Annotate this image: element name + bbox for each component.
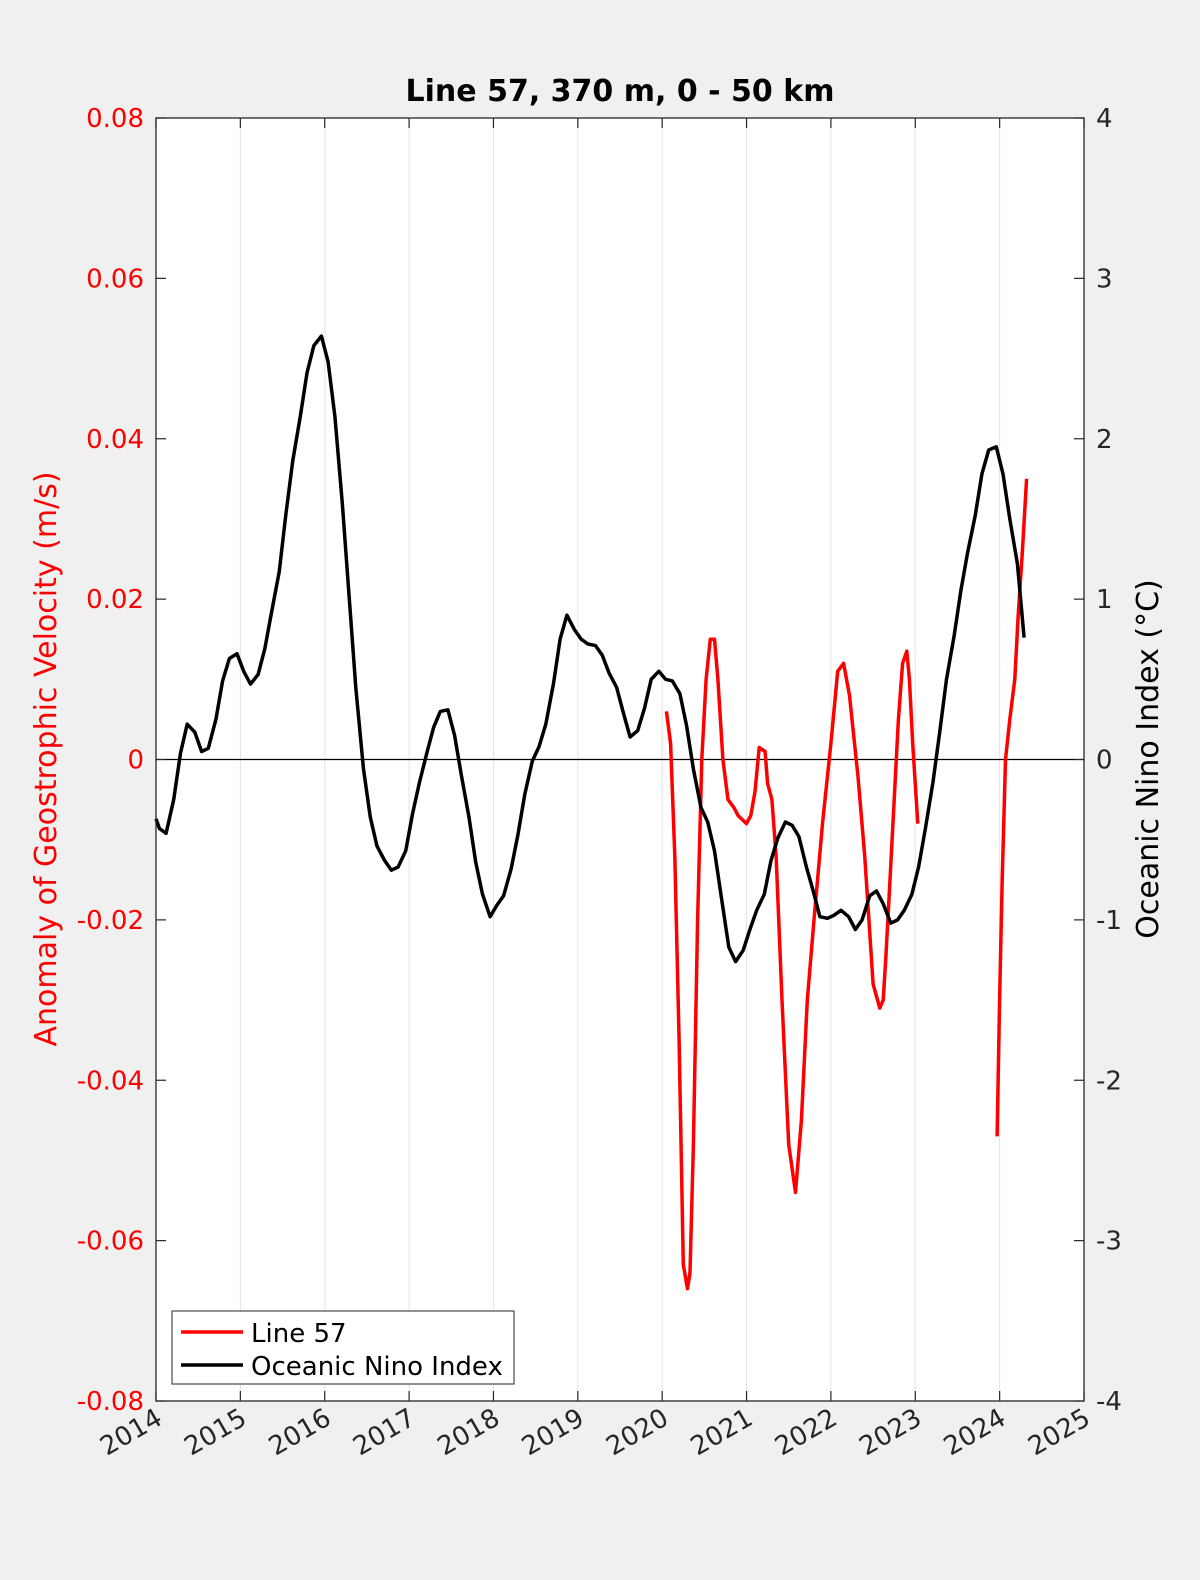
y-tick-label-right: 0 [1096, 746, 1113, 776]
y-tick-label-right: -2 [1096, 1066, 1122, 1096]
y-tick-label-right: 3 [1096, 264, 1113, 294]
series-layer [154, 334, 1029, 1291]
x-tick-label: 2018 [433, 1403, 505, 1462]
x-tick-label: 2016 [264, 1403, 336, 1462]
x-tick-label: 2025 [1023, 1403, 1095, 1462]
y-tick-label-left: -0.04 [77, 1066, 144, 1096]
x-tick-label: 2019 [517, 1403, 589, 1462]
y-tick-label-left: 0.06 [86, 264, 144, 294]
legend-label-line57: Line 57 [251, 1319, 347, 1349]
x-tick-label: 2017 [348, 1403, 420, 1462]
y-tick-label-right: -3 [1096, 1227, 1122, 1257]
y-tick-label-left: -0.06 [77, 1227, 144, 1257]
y-ticks-left: -0.08 -0.06 -0.04 -0.02 0 0.02 0.04 0.06 0.08 [77, 104, 166, 1417]
series-line57-segment-1 [995, 478, 1029, 1137]
y-tick-label-right: 1 [1096, 585, 1113, 615]
y-tick-label-left: -0.08 [77, 1387, 144, 1417]
legend: Line 57 Oceanic Nino Index [171, 1310, 515, 1385]
x-tick-label: 2024 [939, 1403, 1011, 1462]
y-axis-label-right: Oceanic Nino Index (°C) [1131, 579, 1166, 939]
y-tick-label-left: 0.08 [86, 104, 144, 134]
y-tick-label-left: -0.02 [77, 906, 144, 936]
x-tick-label: 2021 [686, 1403, 758, 1462]
y-tick-label-left: 0.02 [86, 585, 144, 615]
y-tick-label-left: 0.04 [86, 425, 144, 455]
legend-box [171, 1310, 515, 1385]
x-tick-label: 2015 [180, 1403, 252, 1462]
legend-label-oni: Oceanic Nino Index [251, 1352, 503, 1382]
y-tick-label-left: 0 [127, 746, 144, 776]
y-axis-label-left: Anomaly of Geostrophic Velocity (m/s) [29, 471, 64, 1046]
y-tick-label-right: 4 [1096, 104, 1113, 134]
y-tick-label-right: 2 [1096, 425, 1113, 455]
chart-title: Line 57, 370 m, 0 - 50 km [406, 74, 835, 109]
x-tick-label: 2023 [854, 1403, 926, 1462]
series-line57-segment-0 [664, 637, 920, 1291]
series-oni-segment-0 [154, 334, 1026, 964]
x-tick-label: 2020 [601, 1403, 673, 1462]
y-tick-label-right: -4 [1096, 1387, 1122, 1417]
y-tick-label-right: -1 [1096, 906, 1122, 936]
y-ticks-right: -4 -3 -2 -1 0 1 2 3 4 [1074, 104, 1122, 1417]
x-tick-label: 2022 [770, 1403, 842, 1462]
